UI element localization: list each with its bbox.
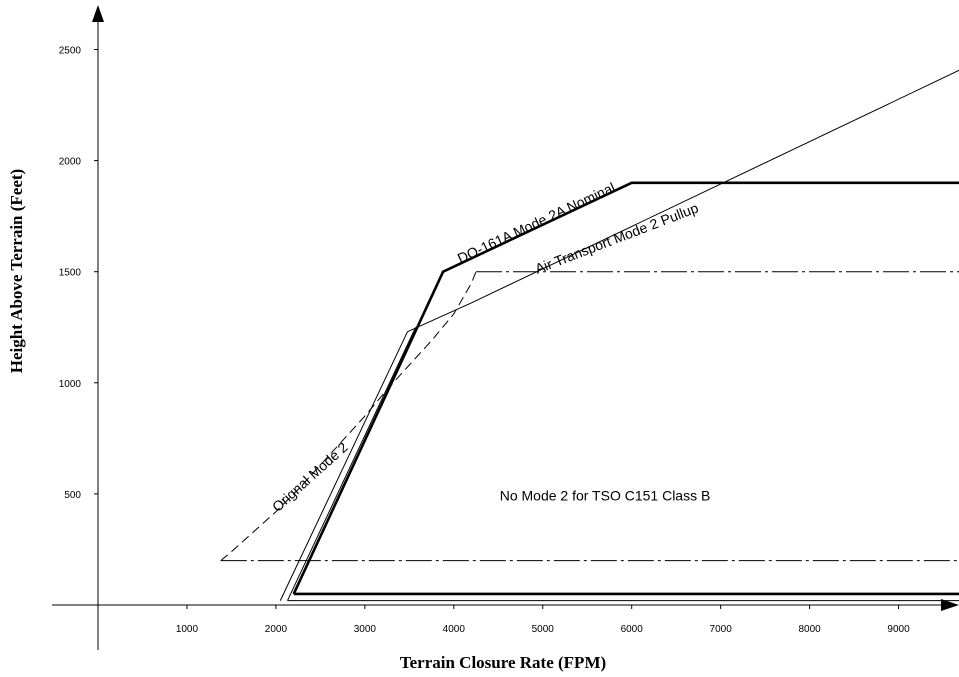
axes	[52, 5, 959, 650]
y-tick-label: 2500	[59, 46, 82, 57]
y-axis-title: Height Above Terrain (Feet)	[7, 169, 26, 373]
y-axis-arrow	[92, 5, 104, 22]
x-tick-label: 1000	[176, 624, 199, 635]
tick-marks: 1000 2000 3000 4000 5000 6000 7000 8000 9000 500 1…	[59, 46, 910, 636]
series-line-1	[407, 69, 959, 333]
x-tick-label: 9000	[887, 624, 910, 635]
x-tick-label: 5000	[532, 624, 555, 635]
series-line-6	[287, 327, 417, 601]
x-tick-label: 7000	[710, 624, 733, 635]
x-axis-arrow	[941, 599, 959, 611]
series-line-0	[292, 181, 959, 595]
y-tick-label: 1500	[59, 268, 82, 279]
y-tick-label: 500	[64, 490, 81, 501]
x-tick-label: 4000	[443, 624, 466, 635]
x-tick-label: 8000	[798, 624, 821, 635]
y-tick-label: 2000	[59, 157, 82, 168]
x-tick-label: 2000	[265, 624, 288, 635]
x-axis-title: Terrain Closure Rate (FPM)	[400, 653, 606, 672]
x-tick-label: 3000	[354, 624, 377, 635]
y-tick-label: 1000	[59, 379, 82, 390]
series-line-2	[220, 271, 477, 561]
series-line-5	[279, 331, 408, 601]
x-tick-label: 6000	[621, 624, 644, 635]
series-lines	[220, 69, 959, 602]
annotation-3: No Mode 2 for TSO C151 Class B	[500, 488, 711, 504]
